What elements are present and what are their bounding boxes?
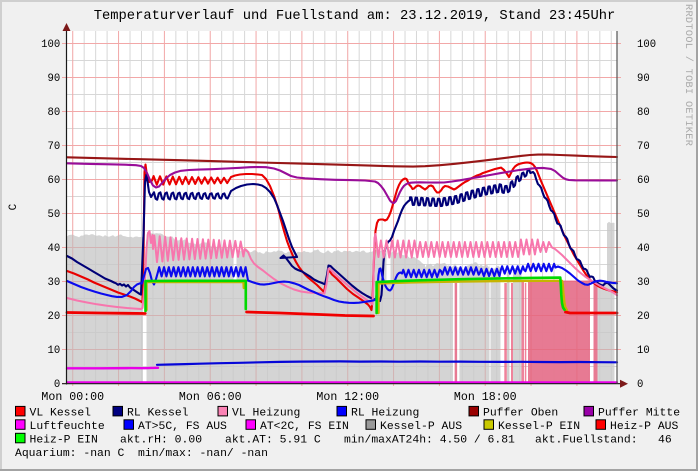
svg-text:50: 50 xyxy=(47,209,60,221)
svg-text:VL Heizung: VL Heizung xyxy=(232,408,300,420)
svg-text:70: 70 xyxy=(47,141,60,153)
svg-text:Temperaturverlauf und Fuellsta: Temperaturverlauf und Fuellstand am: 23.… xyxy=(94,8,616,24)
svg-text:Mon 12:00: Mon 12:00 xyxy=(316,391,379,404)
svg-text:Kessel-P AUS: Kessel-P AUS xyxy=(380,421,462,433)
svg-text:50: 50 xyxy=(637,209,650,221)
svg-text:Puffer Oben: Puffer Oben xyxy=(483,408,558,420)
svg-text:40: 40 xyxy=(47,243,60,255)
svg-text:AT<2C, FS EIN: AT<2C, FS EIN xyxy=(260,421,349,433)
svg-text:C: C xyxy=(8,203,20,210)
svg-text:30: 30 xyxy=(637,277,650,289)
svg-text:VL Kessel: VL Kessel xyxy=(30,408,92,420)
svg-text:RL Heizung: RL Heizung xyxy=(351,408,419,420)
svg-text:RRDTOOL / TOBI OETIKER: RRDTOOL / TOBI OETIKER xyxy=(682,4,694,146)
svg-text:min/maxAT24h: 4.50 / 6.81: min/maxAT24h: 4.50 / 6.81 xyxy=(344,435,515,447)
svg-text:60: 60 xyxy=(637,175,650,187)
svg-text:20: 20 xyxy=(637,311,650,323)
svg-text:60: 60 xyxy=(47,175,60,187)
svg-text:0: 0 xyxy=(54,379,60,391)
svg-text:Mon 06:00: Mon 06:00 xyxy=(179,391,242,404)
svg-text:100: 100 xyxy=(637,39,656,51)
svg-text:AT>5C, FS AUS: AT>5C, FS AUS xyxy=(138,421,227,433)
svg-text:Puffer Mitte: Puffer Mitte xyxy=(598,408,680,420)
svg-text:40: 40 xyxy=(637,243,650,255)
svg-text:20: 20 xyxy=(47,311,60,323)
svg-text:70: 70 xyxy=(637,141,650,153)
svg-text:Mon 18:00: Mon 18:00 xyxy=(454,391,517,404)
svg-text:80: 80 xyxy=(47,107,60,119)
svg-text:Heiz-P EIN: Heiz-P EIN xyxy=(30,435,98,447)
svg-text:Kessel-P EIN: Kessel-P EIN xyxy=(498,421,580,433)
svg-text:100: 100 xyxy=(41,39,60,51)
svg-text:Luftfeuchte: Luftfeuchte xyxy=(30,421,105,433)
svg-text:90: 90 xyxy=(637,73,650,85)
svg-text:10: 10 xyxy=(637,345,650,357)
svg-text:30: 30 xyxy=(47,277,60,289)
svg-text:Mon 00:00: Mon 00:00 xyxy=(41,391,104,404)
svg-text:RL Kessel: RL Kessel xyxy=(127,408,189,420)
svg-text:akt.rH: 0.00: akt.rH: 0.00 xyxy=(120,435,202,447)
svg-text:0: 0 xyxy=(637,379,643,391)
svg-text:akt.AT: 5.91 C: akt.AT: 5.91 C xyxy=(225,435,321,447)
svg-text:akt.Fuellstand: 46: akt.Fuellstand: 46 xyxy=(535,435,672,447)
svg-text:90: 90 xyxy=(47,73,60,85)
svg-text:Aquarium: -nan C min/max: -na: Aquarium: -nan C min/max: -nan/ -nan xyxy=(15,448,268,460)
svg-text:80: 80 xyxy=(637,107,650,119)
svg-text:10: 10 xyxy=(47,345,60,357)
svg-text:Heiz-P AUS: Heiz-P AUS xyxy=(610,421,679,433)
